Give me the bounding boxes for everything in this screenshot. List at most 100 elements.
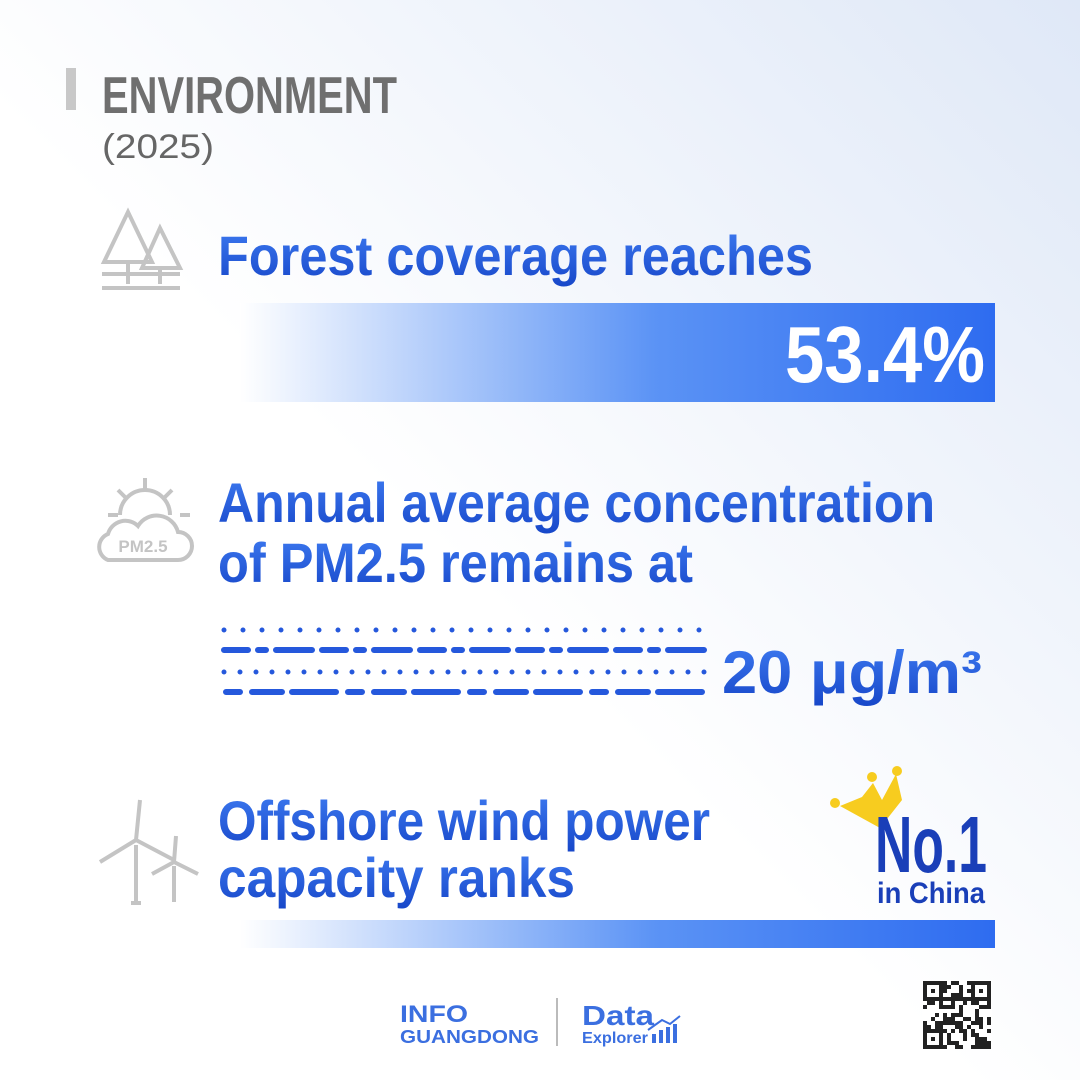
tree-icon — [100, 207, 184, 290]
qr-module — [959, 985, 963, 989]
qr-module — [987, 981, 991, 985]
qr-module — [931, 1017, 935, 1021]
qr-module — [967, 981, 971, 985]
qr-module — [971, 1021, 975, 1025]
qr-module — [923, 1045, 927, 1049]
qr-module — [951, 1017, 955, 1021]
qr-module — [959, 997, 963, 1001]
qr-module — [931, 1029, 935, 1033]
qr-module — [975, 1009, 979, 1013]
qr-module — [959, 993, 963, 997]
qr-module — [939, 993, 943, 997]
qr-module — [939, 1001, 943, 1005]
qr-module — [927, 1025, 931, 1029]
qr-module — [983, 1005, 987, 1009]
qr-module — [939, 1029, 943, 1033]
qr-module — [923, 997, 927, 1001]
qr-module — [939, 1005, 943, 1009]
qr-module — [983, 981, 987, 985]
qr-module — [975, 1013, 979, 1017]
highlight-bar — [240, 920, 995, 948]
qr-module — [927, 981, 931, 985]
qr-module — [923, 1041, 927, 1045]
qr-module — [975, 1021, 979, 1025]
qr-module — [987, 1001, 991, 1005]
qr-module — [931, 1045, 935, 1049]
qr-module — [975, 997, 979, 1001]
qr-module — [923, 989, 927, 993]
qr-module — [935, 1013, 939, 1017]
qr-module — [975, 1045, 979, 1049]
item-text: Annual average concentration — [218, 471, 935, 534]
qr-module — [923, 1021, 927, 1025]
qr-module — [971, 981, 975, 985]
qr-module — [987, 1021, 991, 1025]
qr-module — [935, 1021, 939, 1025]
qr-module — [987, 1029, 991, 1033]
qr-module — [947, 997, 951, 1001]
logo-icon — [647, 1015, 681, 1043]
qr-module — [955, 1025, 959, 1029]
qr-module — [951, 1021, 955, 1025]
qr-module — [943, 985, 947, 989]
item-value: 53.4% — [785, 310, 985, 399]
qr-module — [939, 1037, 943, 1041]
qr-module — [923, 1005, 927, 1009]
qr-module — [951, 997, 955, 1001]
dot-pattern — [221, 627, 708, 695]
qr-module — [959, 1045, 963, 1049]
qr-module — [947, 985, 951, 989]
qr-module — [971, 1033, 975, 1037]
qr-module — [927, 1001, 931, 1005]
qr-module — [931, 981, 935, 985]
qr-module — [963, 1037, 967, 1041]
qr-module — [951, 981, 955, 985]
item-text: Offshore wind power — [218, 789, 710, 852]
qr-module — [927, 1045, 931, 1049]
title: ENVIRONMENT — [102, 67, 397, 125]
qr-module — [939, 1021, 943, 1025]
qr-module — [951, 1001, 955, 1005]
turbine-icon — [98, 799, 199, 905]
qr-module — [987, 997, 991, 1001]
qr-module — [971, 993, 975, 997]
qr-module — [947, 1037, 951, 1041]
qr-module — [947, 1033, 951, 1037]
qr-module — [943, 997, 947, 1001]
item-value: No.1 — [875, 800, 987, 889]
item-text: capacity ranks — [218, 846, 575, 909]
item-text: Forest coverage reaches — [218, 224, 813, 287]
qr-module — [943, 1045, 947, 1049]
qr-module — [983, 1045, 987, 1049]
qr-module — [955, 1013, 959, 1017]
qr-module — [963, 1017, 967, 1021]
qr-module — [963, 1033, 967, 1037]
qr-module — [923, 1037, 927, 1041]
qr-module — [963, 1029, 967, 1033]
qr-module — [971, 997, 975, 1001]
qr-module — [943, 1029, 947, 1033]
qr-module — [943, 989, 947, 993]
qr-module — [927, 997, 931, 1001]
qr-module — [979, 1041, 983, 1045]
qr-module — [947, 1005, 951, 1009]
qr-module — [955, 981, 959, 985]
qr-module — [943, 981, 947, 985]
qr-module — [967, 997, 971, 1001]
qr-module — [959, 1013, 963, 1017]
brand-top: INFO — [400, 1001, 468, 1028]
qr-module — [935, 1025, 939, 1029]
qr-module — [983, 1041, 987, 1045]
qr-module — [955, 1021, 959, 1025]
item-value-note: in China — [877, 877, 985, 910]
qr-module — [939, 981, 943, 985]
qr-module — [987, 1041, 991, 1045]
qr-module — [931, 1001, 935, 1005]
year: (2025) — [102, 128, 214, 166]
qr-module — [939, 1041, 943, 1045]
qr-module — [931, 997, 935, 1001]
qr-module — [959, 989, 963, 993]
qr-module — [963, 997, 967, 1001]
qr-module — [983, 1037, 987, 1041]
logo-top: Data — [582, 1000, 654, 1031]
